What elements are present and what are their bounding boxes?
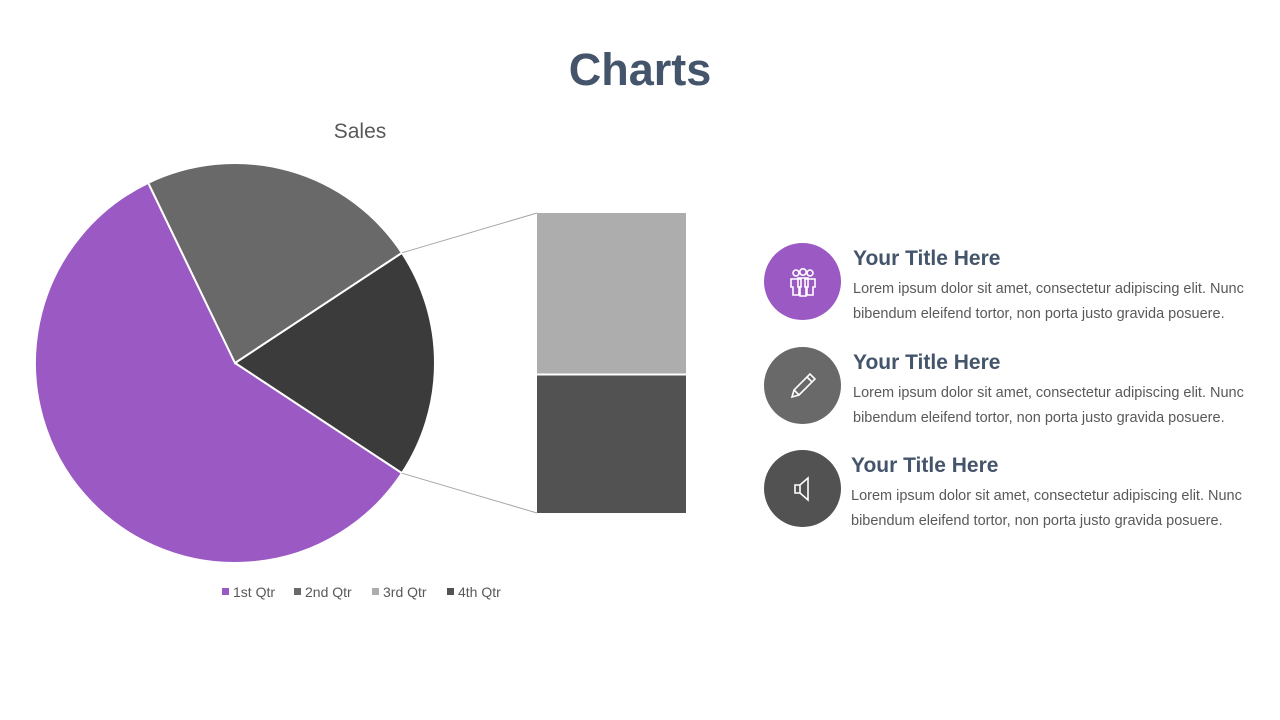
pencil-icon [790, 372, 816, 398]
legend-item: 4th Qtr [447, 584, 501, 600]
legend-label: 1st Qtr [233, 584, 275, 600]
people-group-icon [789, 267, 816, 297]
bar-segment-3rd-qtr [537, 213, 686, 375]
feature-body: Lorem ipsum dolor sit amet, consectetur … [853, 281, 1244, 322]
chart-legend: 1st Qtr 2nd Qtr 3rd Qtr 4th Qtr [222, 584, 501, 600]
connector-line-bottom [401, 472, 538, 514]
feature-body: Lorem ipsum dolor sit amet, consectetur … [851, 488, 1242, 529]
feature-item: Your Title Here Lorem ipsum dolor sit am… [764, 347, 1280, 426]
pie-slice-2nd-qtr [146, 162, 404, 365]
legend-swatch [447, 588, 454, 595]
legend-swatch [222, 588, 229, 595]
legend-label: 4th Qtr [458, 584, 501, 600]
feature-icon-circle [764, 347, 841, 424]
legend-swatch [294, 588, 301, 595]
feature-icon-circle [764, 450, 841, 527]
bar-segment-4th-qtr [537, 374, 686, 513]
sales-chart: Sales 1st Qtr 2nd Qtr 3rd Qtr 4th Qtr [34, 120, 686, 600]
feature-body: Lorem ipsum dolor sit amet, consectetur … [853, 385, 1244, 426]
feature-item: Your Title Here Lorem ipsum dolor sit am… [764, 450, 1280, 529]
connector-line-top [401, 212, 538, 254]
legend-label: 3rd Qtr [383, 584, 427, 600]
pie-slice-1st-qtr [34, 181, 404, 565]
feature-title: Your Title Here [853, 351, 1001, 374]
legend-swatch [372, 588, 379, 595]
legend-label: 2nd Qtr [305, 584, 352, 600]
legend-item: 2nd Qtr [294, 584, 352, 600]
legend-item: 1st Qtr [222, 584, 275, 600]
feature-title: Your Title Here [851, 454, 999, 477]
page-title: Charts [568, 44, 712, 95]
pie-slice-3rd-qtr-4th-qtr [233, 251, 436, 475]
pie-group [34, 162, 436, 565]
feature-item: Your Title Here Lorem ipsum dolor sit am… [764, 243, 1280, 322]
chart-title: Sales [334, 120, 387, 143]
feature-icon-circle [764, 243, 841, 320]
secondary-bar-group [401, 212, 686, 514]
speaker-icon [793, 475, 809, 502]
feature-title: Your Title Here [853, 247, 1001, 270]
legend-item: 3rd Qtr [372, 584, 427, 600]
